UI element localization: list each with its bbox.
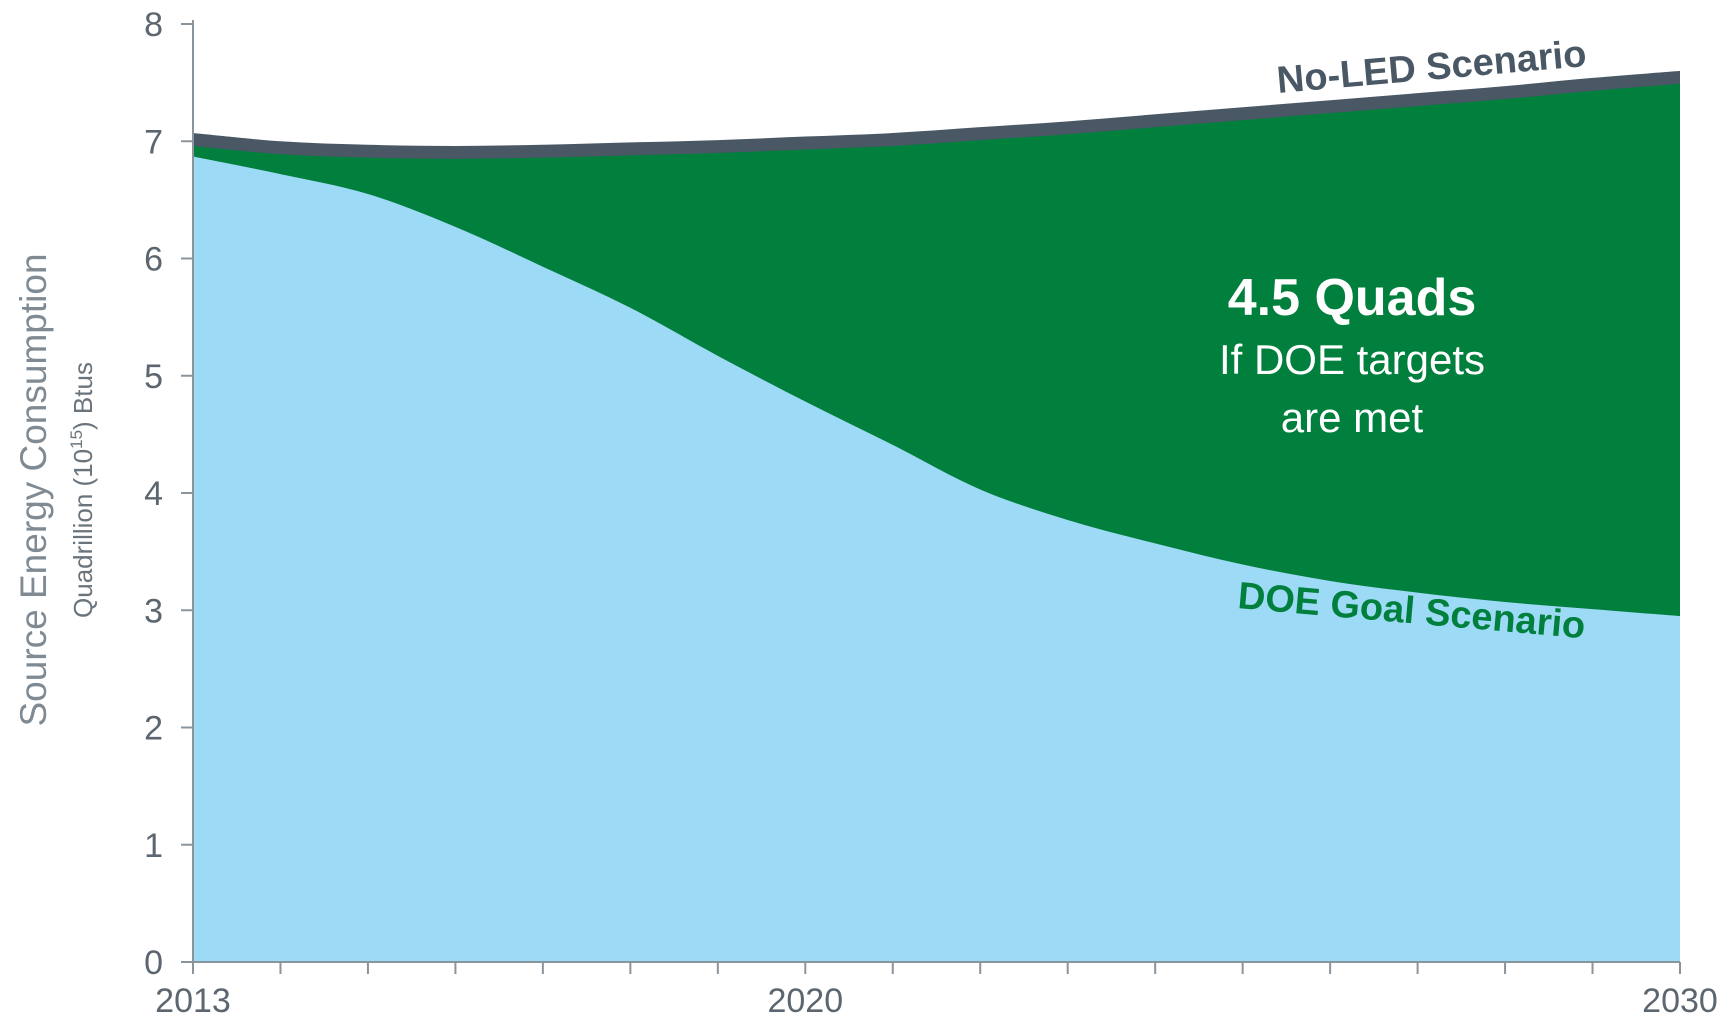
y-axis-unit-exponent: 15 — [67, 430, 86, 449]
annotation-quads: 4.5 Quads — [1228, 269, 1477, 327]
annotation-line-1: If DOE targets — [1219, 336, 1485, 383]
y-tick-label: 7 — [144, 123, 163, 161]
y-tick-label: 3 — [144, 592, 163, 630]
y-tick-label: 0 — [144, 944, 163, 982]
y-axis-unit-label: Quadrillion (1015) Btus — [67, 362, 98, 618]
y-axis-label: Source Energy Consumption — [13, 253, 54, 726]
x-ticks: 2013 2020 2030 — [155, 962, 1718, 1020]
y-tick-label: 8 — [144, 6, 163, 44]
y-axis-unit-prefix: Quadrillion (10 — [68, 449, 98, 618]
y-tick-label: 6 — [144, 241, 163, 279]
x-tick-label: 2030 — [1642, 982, 1718, 1020]
y-axis-title: Source Energy Consumption — [13, 253, 54, 726]
area-layer — [193, 70, 1680, 963]
doe-goal-area — [193, 156, 1680, 962]
annotation-line-2: are met — [1281, 394, 1424, 441]
y-tick-label: 5 — [144, 358, 163, 396]
y-tick-label: 4 — [144, 475, 163, 513]
y-tick-label: 2 — [144, 710, 163, 748]
x-tick-label: 2013 — [155, 982, 231, 1020]
y-tick-label: 1 — [144, 827, 163, 865]
axes: 0 1 2 3 4 5 6 7 8 2013 2020 2030 — [144, 6, 1718, 1020]
y-axis-subtitle: Quadrillion (1015) Btus — [67, 362, 98, 618]
y-axis-unit-suffix: ) Btus — [68, 362, 98, 430]
x-tick-label: 2020 — [767, 982, 843, 1020]
y-ticks: 0 1 2 3 4 5 6 7 8 — [144, 6, 193, 982]
